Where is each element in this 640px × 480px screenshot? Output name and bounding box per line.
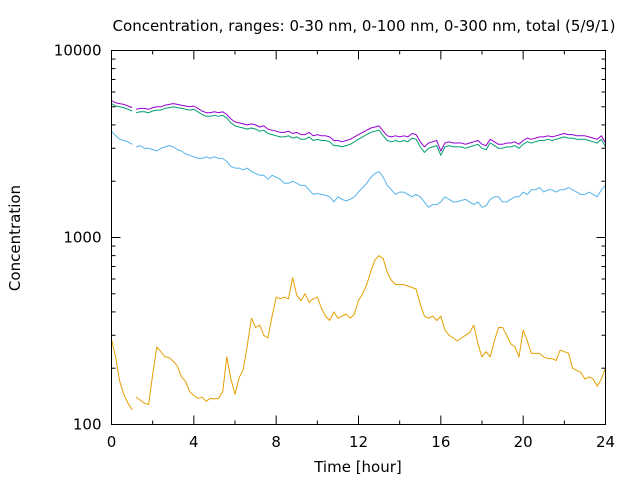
y-tick-label: 100 [73,416,102,434]
x-tick-label: 4 [189,433,199,451]
x-tick-label: 24 [596,433,615,451]
x-axis-label: Time [hour] [313,458,402,476]
chart-title: Concentration, ranges: 0-30 nm, 0-100 nm… [113,17,616,35]
x-tick-label: 20 [514,433,533,451]
plot-frame [111,50,606,425]
series-layer [111,100,606,410]
series-4-line [136,103,606,152]
x-tick-label: 16 [431,433,450,451]
y-axis-label: Concentration [6,185,24,291]
y-tick-label: 1000 [63,229,101,247]
series-3-line [111,103,133,112]
series-1-line [111,339,133,410]
series-4-line [111,100,133,109]
ticks-layer: 0 4 8 12 16 20 24 100 1000 10000 [54,42,615,452]
series-1-line [135,255,606,405]
series-2-line [111,130,133,145]
x-tick-label: 8 [271,433,281,451]
x-tick-label: 0 [107,433,117,451]
series-3-line [136,106,606,156]
x-tick-label: 12 [349,433,368,451]
series-2-line [136,145,606,208]
y-tick-label: 10000 [54,42,102,60]
